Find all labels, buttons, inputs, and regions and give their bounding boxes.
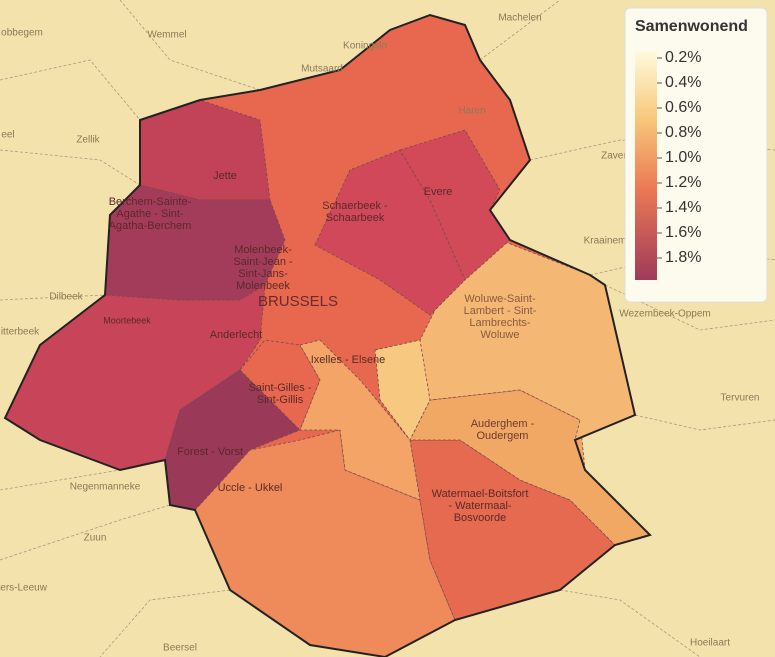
place-label: Kraainem (584, 236, 627, 247)
municipality-label: Woluwe-Saint-Lambert - Sint-Lambrechts-W… (463, 293, 537, 341)
place-label: Mutsaard (301, 64, 343, 75)
place-label: Machelen (498, 13, 541, 24)
municipality-label: BRUSSELS (258, 293, 338, 310)
legend-box (624, 7, 768, 303)
municipality-label: Forest - Vorst (177, 446, 243, 458)
municipality-label: Uccle - Ukkel (218, 482, 283, 494)
place-label: Pieters-Leeuw (0, 583, 48, 594)
municipality-label: Berchem-Sainte-Agathe - Sint-Agatha-Berc… (108, 196, 192, 232)
label-box: Woluwe-Saint-Lambert - Sint-Lambrechts-W… (463, 293, 537, 341)
label-box: Saint-Gilles - Sint-Gillis (248, 382, 312, 406)
legend-label: 1.0% (665, 149, 701, 166)
place-label: Dilbeek (49, 292, 83, 303)
legend: Samenwonend 0.2% 0.4% 0.6% 0.8% 1.0% 1.2% 1.4%… (624, 7, 768, 303)
place-label: Zellik (76, 135, 100, 146)
label-box: Auderghem - Oudergem (470, 418, 535, 442)
label-box: Molenbeek-Saint-Jean - Sint-Jans-Molenbe… (233, 244, 293, 292)
legend-label: 1.4% (665, 199, 701, 216)
saint-gilles (239, 339, 321, 431)
place-label: itterbeek (1, 327, 40, 338)
municipality-label: Evere (424, 186, 453, 198)
municipality-shapes (4, 99, 651, 657)
municipality-label: Saint-Gilles - Sint-Gillis (248, 382, 312, 406)
municipality-label: Ixelles - Elsene (311, 354, 386, 366)
place-label: Beersel (163, 643, 197, 654)
place-label: eel (1, 130, 14, 141)
municipality-label: Auderghem - Oudergem (470, 418, 535, 442)
legend-label: 0.8% (665, 124, 701, 141)
municipality-label: Watermael-Boitsfort - Watermaal-Bosvoord… (431, 488, 529, 524)
place-label: Zuun (84, 533, 107, 544)
legend-label: 1.2% (665, 174, 701, 191)
legend-label: 0.4% (665, 74, 701, 91)
legend-title: Samenwonend (635, 18, 748, 35)
place-label: Wezembeek-Oppem (619, 309, 711, 320)
place-label: Negenmanneke (70, 482, 141, 493)
municipality-label: Anderlecht (210, 329, 263, 341)
label-box: Berchem-Sainte-Agathe - Sint-Agatha-Berc… (108, 196, 192, 232)
place-label: Zaven (601, 151, 629, 162)
legend-gradient (635, 50, 657, 280)
legend-label: 1.8% (665, 249, 701, 266)
label-box: Watermael-Boitsfort - Watermaal-Bosvoord… (431, 488, 529, 524)
schaerbeek (314, 149, 466, 316)
legend-label: 1.6% (665, 224, 701, 241)
municipality-labels: Jette Berchem-Sainte-Agathe - Sint-Agath… (103, 170, 537, 524)
legend-label: 0.6% (665, 99, 701, 116)
place-label: Wemmel (147, 30, 186, 41)
legend-label: 0.2% (665, 49, 701, 66)
place-label: Hoeilaart (690, 638, 730, 649)
place-label: obbegem (1, 28, 43, 39)
place-label: Koningslo (343, 41, 387, 52)
surrounding-labels: obbegem Wemmel Machelen Koningslo Mutsaa… (0, 13, 759, 654)
region-border (3, 13, 652, 657)
place-label: Haren (458, 106, 485, 117)
municipality-label: Moortebeek (103, 315, 151, 325)
label-box: Schaerbeek - Schaarbeek (322, 200, 388, 224)
municipality-label: Jette (213, 170, 237, 182)
municipality-label: Molenbeek-Saint-Jean - Sint-Jans-Molenbe… (233, 244, 293, 292)
place-label: Tervuren (721, 393, 760, 404)
ixelles (299, 339, 421, 501)
municipality-label: Schaerbeek - Schaarbeek (322, 200, 388, 224)
etterbeek (374, 339, 431, 441)
